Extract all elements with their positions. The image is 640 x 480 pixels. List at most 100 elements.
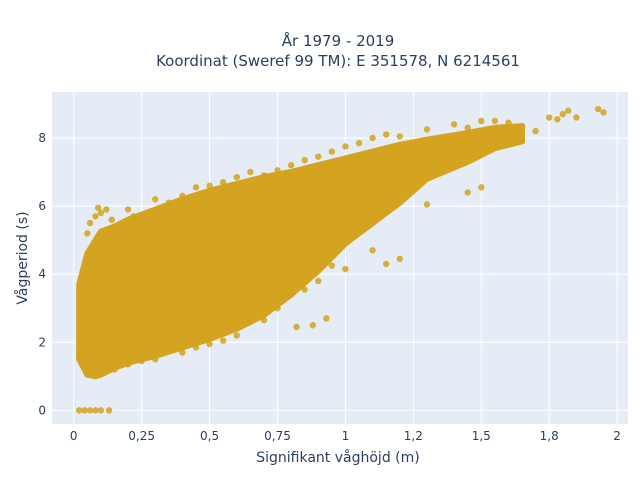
data-point: [355, 139, 363, 147]
data-point: [97, 209, 105, 217]
data-point: [382, 131, 390, 138]
chart-subtitle: Koordinat (Sweref 99 TM): E 351578, N 62…: [156, 52, 520, 70]
data-point: [315, 277, 322, 285]
data-point: [287, 209, 295, 217]
data-point: [369, 134, 376, 142]
data-point: [396, 133, 403, 140]
data-point: [75, 354, 83, 361]
data-point: [410, 162, 417, 169]
x-tick-label: 2: [613, 429, 621, 443]
data-point: [505, 133, 512, 140]
data-point: [179, 240, 186, 247]
data-point: [103, 206, 110, 213]
data-point: [342, 143, 349, 150]
data-point: [92, 407, 99, 414]
data-point: [328, 148, 336, 155]
data-point: [84, 371, 91, 378]
data-point: [478, 117, 485, 125]
data-point: [247, 168, 254, 176]
data-point: [130, 213, 137, 220]
data-point: [559, 110, 566, 118]
data-point: [111, 223, 118, 230]
data-point: [105, 407, 113, 414]
data-point: [573, 114, 580, 121]
data-point: [219, 337, 227, 344]
x-tick-labels: 0 0,25 0,5 0,75 1 1,2 1,5 1,8 2: [70, 429, 621, 443]
data-point: [505, 119, 512, 126]
data-point: [233, 223, 240, 230]
data-point: [108, 216, 115, 223]
data-point: [382, 260, 390, 268]
y-tick-label: 6: [38, 199, 46, 213]
data-point: [233, 332, 240, 339]
data-point: [464, 189, 471, 196]
data-point: [342, 265, 349, 273]
data-point: [124, 361, 132, 368]
x-tick-label: 0,75: [264, 429, 291, 443]
data-point: [423, 201, 431, 208]
data-point: [328, 262, 336, 269]
data-point: [450, 121, 458, 128]
x-tick-label: 0,25: [128, 429, 155, 443]
data-point: [274, 305, 281, 312]
data-point: [546, 114, 553, 121]
data-point: [423, 126, 431, 133]
data-point: [119, 305, 126, 312]
data-point: [260, 264, 268, 271]
data-point: [315, 153, 322, 160]
data-point: [287, 162, 295, 169]
x-tick-label: 1,2: [404, 429, 423, 443]
data-point: [192, 344, 200, 351]
y-tick-label: 2: [38, 335, 46, 349]
data-point: [119, 233, 126, 240]
data-point: [179, 349, 186, 356]
data-point: [594, 105, 602, 113]
data-point: [491, 139, 499, 147]
y-tick-label: 4: [38, 267, 46, 281]
data-point: [309, 322, 317, 329]
data-point: [247, 318, 254, 326]
data-point: [97, 407, 105, 414]
data-point: [206, 284, 213, 291]
data-point: [206, 182, 213, 189]
x-tick-label: 1: [342, 429, 350, 443]
y-tick-label: 8: [38, 131, 46, 145]
data-point: [152, 356, 159, 363]
data-point: [369, 247, 376, 254]
data-point: [86, 407, 94, 414]
x-tick-label: 0: [70, 429, 78, 443]
dense-point-cloud: [76, 123, 525, 380]
data-point: [532, 127, 539, 135]
data-point: [206, 340, 213, 348]
data-point: [78, 318, 86, 326]
data-point: [152, 260, 159, 268]
data-point: [94, 204, 102, 211]
x-axis-label: Signifikant våghöjd (m): [256, 449, 419, 466]
data-point: [301, 286, 308, 293]
y-tick-labels: 0 2 4 6 8: [38, 131, 46, 417]
y-tick-label: 0: [38, 403, 46, 417]
y-axis-label: Vågperiod (s): [14, 211, 31, 304]
x-tick-label: 1,5: [472, 429, 491, 443]
data-point: [478, 184, 485, 191]
data-point: [103, 332, 110, 339]
data-point: [165, 199, 173, 206]
data-point: [396, 255, 403, 263]
data-point: [124, 206, 132, 213]
data-point: [84, 230, 91, 237]
chart-title: År 1979 - 2019: [282, 31, 395, 50]
data-point: [600, 109, 607, 116]
data-point: [138, 219, 145, 227]
data-point: [81, 407, 88, 414]
data-point: [565, 107, 572, 114]
data-point: [491, 117, 499, 125]
data-point: [86, 219, 94, 227]
data-point: [111, 366, 118, 373]
x-tick-label: 1,8: [540, 429, 559, 443]
data-point: [97, 369, 105, 377]
data-point: [323, 315, 330, 322]
data-point: [301, 156, 308, 164]
data-point: [464, 124, 471, 131]
data-point: [192, 184, 200, 191]
data-point: [287, 291, 295, 298]
